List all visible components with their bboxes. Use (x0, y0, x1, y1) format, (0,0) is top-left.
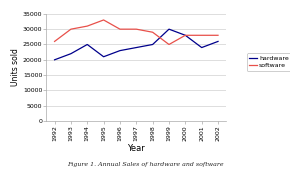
software (200, 34, 203, 36)
software (151, 31, 154, 33)
hardware (200, 47, 203, 49)
hardware (118, 50, 122, 52)
Line: software: software (55, 20, 218, 44)
Y-axis label: Units sold: Units sold (11, 49, 20, 86)
hardware (151, 43, 154, 45)
software (86, 25, 89, 27)
hardware (53, 59, 56, 61)
software (135, 28, 138, 30)
hardware (69, 53, 73, 55)
software (184, 34, 187, 36)
software (69, 28, 73, 30)
software (118, 28, 122, 30)
Line: hardware: hardware (55, 29, 218, 60)
Text: Figure 1. Annual Sales of hardware and software: Figure 1. Annual Sales of hardware and s… (67, 162, 223, 167)
hardware (167, 28, 171, 30)
hardware (135, 47, 138, 49)
hardware (184, 34, 187, 36)
hardware (216, 40, 220, 42)
hardware (102, 56, 105, 58)
X-axis label: Year: Year (127, 144, 145, 153)
software (216, 34, 220, 36)
Legend: hardware, software: hardware, software (247, 53, 290, 71)
hardware (86, 43, 89, 45)
software (102, 19, 105, 21)
software (53, 40, 56, 42)
software (167, 43, 171, 45)
